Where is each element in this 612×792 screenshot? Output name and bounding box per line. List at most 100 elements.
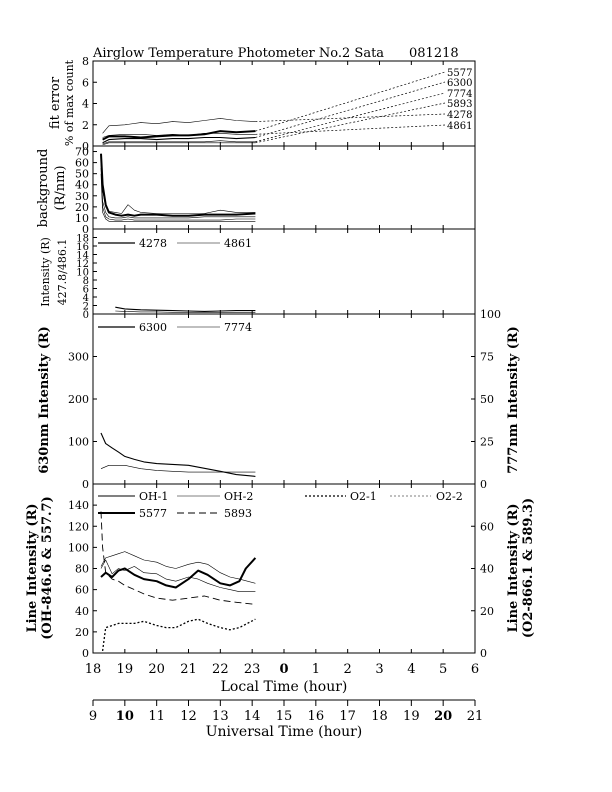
xlabel-universal: Universal Time (hour)	[206, 724, 363, 740]
ut-tick-label: 13	[212, 709, 229, 724]
local-tick-label: 19	[117, 662, 134, 677]
ytick-label: 0	[82, 140, 89, 153]
ytick-label: 10	[76, 268, 89, 279]
ylabel-right-line-intensity: Line Intensity (R)	[506, 503, 521, 632]
guide-7774	[255, 92, 446, 143]
series-7774	[102, 140, 256, 145]
ytick-label: 60	[75, 584, 89, 597]
ylabel-630: 630nm Intensity (R)	[37, 326, 52, 474]
fit-label-6300: 6300	[447, 78, 472, 89]
legend-5577: 5577	[139, 507, 167, 520]
ytick-label: 120	[68, 520, 89, 533]
ylabel2-fit-error: % of max count	[63, 59, 76, 146]
local-tick-label: 22	[212, 662, 229, 677]
local-tick-label: 6	[471, 662, 479, 677]
ylabel-blue-intensity: Intensity (R)	[39, 237, 52, 307]
fit-label-5893: 5893	[447, 99, 472, 110]
series-5577	[100, 557, 257, 589]
legend-oh2: OH-2	[224, 490, 253, 503]
ylabel-background: background	[36, 149, 51, 228]
ytick-label: 100	[68, 541, 89, 554]
guide-4278	[255, 113, 446, 122]
ytick-right-label: 20	[480, 605, 494, 618]
local-tick-label: 21	[180, 662, 197, 677]
series-5893	[102, 142, 256, 146]
guide-6300	[255, 81, 446, 138]
ytick-label: 4	[83, 293, 89, 304]
ytick-label: 18	[76, 234, 89, 245]
series-bg-e	[100, 173, 256, 222]
ytick-label: 60	[75, 157, 89, 170]
ut-tick-label: 14	[244, 709, 261, 724]
ytick-label: 80	[75, 563, 89, 576]
series-o2-1	[101, 618, 256, 651]
ytick-right-label: 60	[480, 520, 494, 533]
local-tick-label: 23	[244, 662, 261, 677]
ut-tick-label: 17	[339, 709, 356, 724]
ytick-label: 100	[68, 436, 89, 449]
ytick-label: 16	[76, 242, 89, 253]
legend-oh1: OH-1	[139, 490, 168, 503]
ytick-label: 20	[75, 201, 89, 214]
fit-label-4278: 4278	[447, 110, 472, 121]
series-bg-c	[100, 162, 256, 219]
ylabel2-background: (R/nm)	[53, 165, 68, 210]
ytick-label: 0	[82, 223, 89, 236]
ytick-label: 0	[82, 647, 89, 660]
legend-o21: O2-1	[350, 490, 377, 503]
series-bg-b	[100, 155, 256, 214]
ytick-right-label: 40	[480, 563, 494, 576]
series-4861	[115, 310, 256, 313]
series-6300	[102, 136, 256, 144]
ylabel2-line-intensity: (OH-846.6 & 557.7)	[40, 496, 55, 640]
local-tick-label: 18	[85, 662, 102, 677]
ytick-label: 300	[68, 351, 89, 364]
ytick-label: 70	[75, 146, 89, 159]
legend-o22: O2-2	[436, 490, 463, 503]
axis-ticks: 0246801020304050607002468101214161801002…	[68, 55, 501, 724]
ytick-label: 0	[82, 478, 89, 491]
label-guides	[255, 71, 446, 144]
ytick-label: 2	[82, 119, 89, 132]
ytick-right-label: 0	[480, 647, 487, 660]
series-7774	[100, 464, 256, 473]
ut-tick-label: 12	[180, 709, 197, 724]
series-bg-a	[100, 153, 256, 217]
figure-title: Airglow Temperature Photometer No.2 Sata	[92, 46, 384, 61]
ytick-label: 8	[82, 55, 89, 68]
guide-4861	[255, 124, 446, 135]
ut-tick-label: 19	[403, 709, 420, 724]
ut-tick-label: 20	[434, 709, 452, 724]
series-oh-1	[100, 559, 256, 593]
ytick-right-label: 25	[480, 436, 494, 449]
ytick-label: 10	[75, 212, 89, 225]
local-tick-label: 3	[375, 662, 383, 677]
local-tick-label: 1	[312, 662, 320, 677]
ylabel-777: 777nm Intensity (R)	[506, 326, 521, 474]
series-6300	[100, 432, 256, 477]
fit-label-7774: 7774	[447, 89, 472, 100]
ut-tick-label: 15	[276, 709, 293, 724]
ut-tick-label: 10	[116, 709, 134, 724]
local-tick-label: 2	[344, 662, 352, 677]
ut-tick-label: 21	[467, 709, 484, 724]
panel-red-intensity-frame	[92, 313, 476, 485]
local-tick-label: 4	[407, 662, 415, 677]
ylabel2-right-line-intensity: (O2-866.1 & 589.3)	[521, 498, 536, 638]
ut-tick-label: 9	[89, 709, 97, 724]
xlabel-local: Local Time (hour)	[221, 679, 348, 695]
ut-tick-label: 16	[308, 709, 325, 724]
ytick-label: 12	[76, 259, 89, 270]
series-5893	[100, 511, 256, 605]
series-4861	[102, 133, 256, 138]
legend-5893: 5893	[224, 507, 252, 520]
ytick-label: 0	[83, 310, 89, 321]
ytick-label: 40	[75, 605, 89, 618]
guide-5893	[255, 102, 446, 144]
ytick-label: 140	[68, 499, 89, 512]
ytick-right-label: 100	[480, 308, 501, 321]
fit-label-5577: 5577	[447, 68, 472, 79]
local-tick-label: 20	[148, 662, 165, 677]
ytick-label: 40	[75, 179, 89, 192]
